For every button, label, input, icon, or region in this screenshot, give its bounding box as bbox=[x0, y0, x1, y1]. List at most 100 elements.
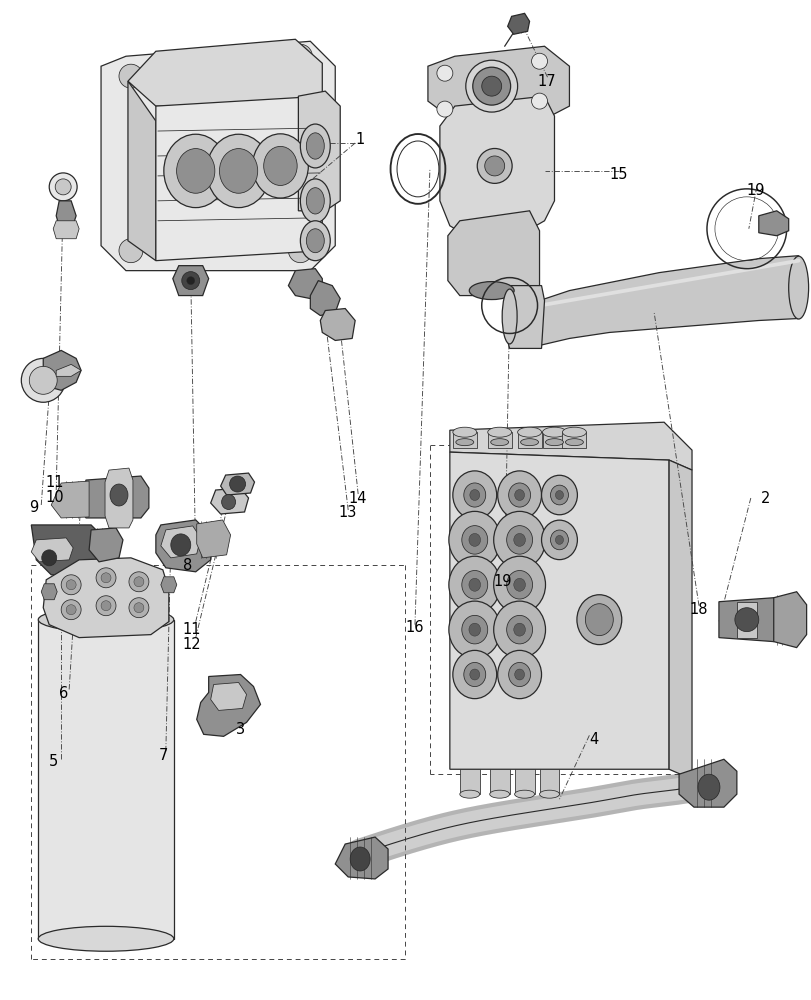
Polygon shape bbox=[489, 769, 509, 794]
Ellipse shape bbox=[219, 149, 257, 193]
Ellipse shape bbox=[453, 427, 476, 437]
Text: 11: 11 bbox=[45, 475, 63, 490]
Polygon shape bbox=[678, 759, 736, 807]
Circle shape bbox=[21, 358, 65, 402]
Polygon shape bbox=[459, 769, 479, 794]
Circle shape bbox=[119, 239, 143, 263]
Ellipse shape bbox=[61, 575, 81, 595]
Circle shape bbox=[29, 366, 57, 394]
Ellipse shape bbox=[517, 427, 541, 437]
Ellipse shape bbox=[506, 526, 532, 554]
Polygon shape bbox=[128, 81, 156, 261]
Ellipse shape bbox=[513, 623, 525, 636]
Circle shape bbox=[531, 53, 547, 69]
Text: 18: 18 bbox=[689, 602, 706, 617]
Polygon shape bbox=[173, 266, 208, 296]
Text: 19: 19 bbox=[493, 574, 512, 589]
Ellipse shape bbox=[129, 572, 148, 592]
Polygon shape bbox=[38, 620, 174, 939]
Ellipse shape bbox=[514, 669, 524, 680]
Ellipse shape bbox=[96, 596, 116, 616]
Ellipse shape bbox=[448, 601, 500, 658]
Text: 1: 1 bbox=[354, 132, 364, 147]
Ellipse shape bbox=[501, 289, 517, 344]
Polygon shape bbox=[504, 286, 544, 348]
Ellipse shape bbox=[484, 156, 504, 176]
Polygon shape bbox=[128, 39, 322, 106]
Circle shape bbox=[436, 65, 453, 81]
Ellipse shape bbox=[585, 604, 612, 636]
Polygon shape bbox=[298, 91, 340, 211]
Ellipse shape bbox=[101, 601, 111, 611]
Ellipse shape bbox=[470, 669, 479, 680]
Polygon shape bbox=[736, 602, 756, 638]
Ellipse shape bbox=[463, 662, 485, 687]
Polygon shape bbox=[156, 96, 322, 261]
Text: 5: 5 bbox=[49, 754, 58, 769]
Ellipse shape bbox=[38, 607, 174, 632]
Circle shape bbox=[436, 101, 453, 117]
Text: 19: 19 bbox=[746, 183, 765, 198]
Ellipse shape bbox=[493, 601, 545, 658]
Ellipse shape bbox=[564, 439, 582, 446]
Ellipse shape bbox=[513, 578, 525, 591]
Text: 7: 7 bbox=[159, 748, 168, 763]
Text: 3: 3 bbox=[235, 722, 244, 737]
Polygon shape bbox=[41, 584, 57, 600]
Ellipse shape bbox=[448, 511, 500, 568]
Ellipse shape bbox=[497, 650, 541, 699]
Polygon shape bbox=[51, 481, 89, 518]
Polygon shape bbox=[56, 364, 81, 376]
Polygon shape bbox=[448, 211, 539, 296]
Ellipse shape bbox=[472, 67, 510, 105]
Ellipse shape bbox=[306, 133, 324, 159]
Polygon shape bbox=[288, 269, 322, 299]
Circle shape bbox=[119, 64, 143, 88]
Ellipse shape bbox=[61, 600, 81, 620]
Polygon shape bbox=[539, 256, 798, 345]
Polygon shape bbox=[32, 538, 73, 562]
Polygon shape bbox=[449, 452, 668, 769]
Ellipse shape bbox=[176, 149, 215, 193]
Polygon shape bbox=[514, 769, 534, 794]
Polygon shape bbox=[43, 558, 169, 638]
Ellipse shape bbox=[350, 847, 370, 871]
Circle shape bbox=[55, 179, 71, 195]
Ellipse shape bbox=[493, 511, 545, 568]
Text: 15: 15 bbox=[608, 167, 627, 182]
Polygon shape bbox=[161, 577, 177, 593]
Polygon shape bbox=[718, 598, 783, 642]
Ellipse shape bbox=[697, 774, 719, 800]
Ellipse shape bbox=[477, 148, 512, 183]
Ellipse shape bbox=[448, 556, 500, 613]
Ellipse shape bbox=[497, 471, 541, 519]
Ellipse shape bbox=[520, 439, 538, 446]
Ellipse shape bbox=[493, 556, 545, 613]
Ellipse shape bbox=[541, 520, 577, 560]
Ellipse shape bbox=[453, 650, 496, 699]
Text: 12: 12 bbox=[182, 637, 201, 652]
Ellipse shape bbox=[508, 483, 530, 507]
Polygon shape bbox=[76, 476, 148, 518]
Ellipse shape bbox=[207, 134, 270, 208]
Text: 13: 13 bbox=[338, 505, 356, 520]
Ellipse shape bbox=[461, 526, 487, 554]
Ellipse shape bbox=[170, 534, 191, 556]
Ellipse shape bbox=[134, 577, 144, 587]
Polygon shape bbox=[335, 837, 388, 879]
Circle shape bbox=[531, 93, 547, 109]
Polygon shape bbox=[668, 460, 691, 779]
Text: 8: 8 bbox=[182, 558, 191, 573]
Ellipse shape bbox=[252, 134, 308, 198]
Ellipse shape bbox=[550, 530, 568, 550]
Polygon shape bbox=[517, 432, 541, 448]
Ellipse shape bbox=[66, 605, 76, 615]
Ellipse shape bbox=[461, 571, 487, 599]
Text: 6: 6 bbox=[59, 686, 68, 701]
Ellipse shape bbox=[539, 790, 559, 798]
Ellipse shape bbox=[41, 550, 57, 566]
Ellipse shape bbox=[221, 495, 235, 509]
Ellipse shape bbox=[306, 229, 324, 253]
Ellipse shape bbox=[187, 277, 195, 285]
Polygon shape bbox=[210, 682, 247, 710]
